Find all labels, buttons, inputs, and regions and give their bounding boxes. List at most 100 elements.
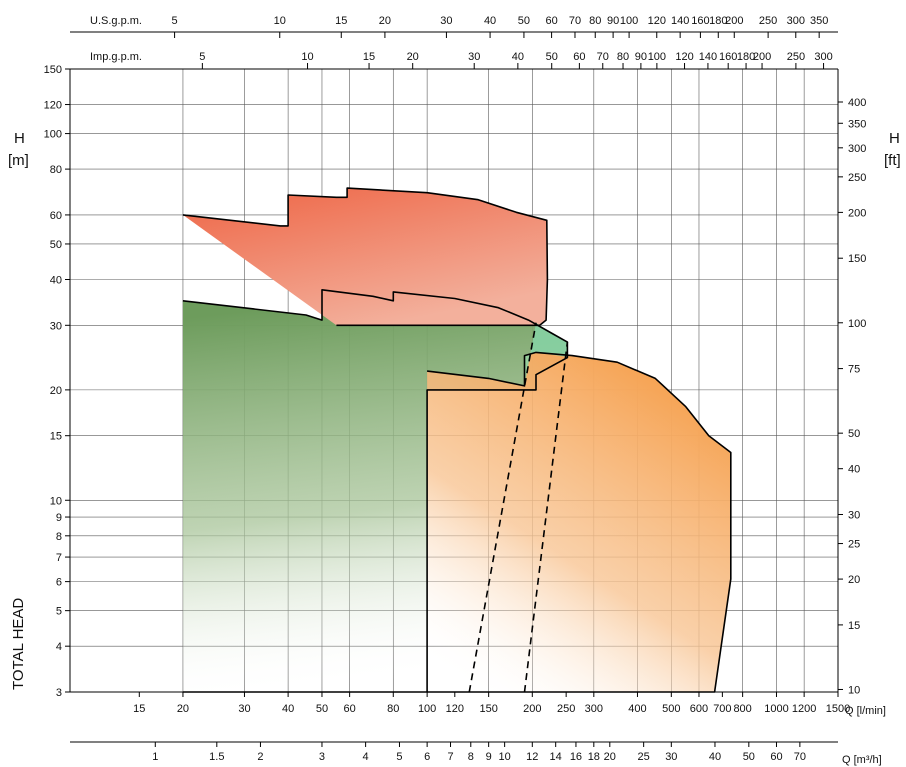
y-tick-label-m: 15 [50, 431, 62, 443]
x-tick-label-usgpm: 90 [607, 15, 619, 27]
x-tick-label-lmin: 500 [662, 703, 680, 715]
x-tick-label-lmin: 250 [557, 703, 575, 715]
y-tick-label-ft: 10 [848, 684, 860, 696]
x-tick-label-lmin: 30 [238, 703, 250, 715]
x-tick-label-m3h: 8 [468, 751, 474, 763]
y-tick-label-ft: 100 [848, 318, 866, 330]
performance-fields [182, 187, 732, 693]
y-right-unit-bracket: [ft] [884, 152, 901, 169]
x-tick-label-m3h: 50 [743, 751, 755, 763]
tick-labels: 3456789101520304050608010012015010152025… [44, 15, 867, 763]
x-tick-label-lmin: 1500 [826, 703, 850, 715]
x-tick-label-usgpm: 80 [589, 15, 601, 27]
y-tick-label-m: 20 [50, 385, 62, 397]
x-tick-label-usgpm: 15 [335, 15, 347, 27]
x-tick-label-impgpm: 20 [407, 51, 419, 63]
y-tick-label-m: 9 [56, 512, 62, 524]
x-tick-label-impgpm: 5 [199, 51, 205, 63]
dashed-limit-line [468, 322, 537, 693]
x-tick-label-usgpm: 60 [545, 15, 557, 27]
x-tick-label-impgpm: 10 [301, 51, 313, 63]
performance-outline-green [182, 289, 569, 693]
x-tick-label-usgpm: 20 [379, 15, 391, 27]
x-tick-label-impgpm: 250 [787, 51, 805, 63]
x-tick-label-m3h: 10 [499, 751, 511, 763]
x-tick-label-impgpm: 60 [573, 51, 585, 63]
x-tick-label-usgpm: 100 [620, 15, 638, 27]
x-tick-label-impgpm: 40 [512, 51, 524, 63]
x-tick-label-impgpm: 15 [363, 51, 375, 63]
x-tick-label-m3h: 1.5 [209, 751, 224, 763]
x-tick-label-usgpm: 350 [810, 15, 828, 27]
performance-area-overlap [524, 322, 568, 386]
x-tick-label-m3h: 20 [604, 751, 616, 763]
y-axis-title: TOTAL HEAD [10, 598, 27, 690]
x-tick-label-usgpm: 250 [759, 15, 777, 27]
x-tick-label-lmin: 80 [387, 703, 399, 715]
x-tick-label-m3h: 1 [152, 751, 158, 763]
x-tick-label-m3h: 40 [709, 751, 721, 763]
y-tick-label-ft: 20 [848, 574, 860, 586]
x-tick-label-impgpm: 180 [737, 51, 755, 63]
x-tick-label-impgpm: 80 [617, 51, 629, 63]
x-tick-label-usgpm: 5 [172, 15, 178, 27]
x-tick-label-lmin: 50 [316, 703, 328, 715]
y-tick-label-m: 10 [50, 495, 62, 507]
x-tick-label-impgpm: 300 [814, 51, 832, 63]
x-tick-label-lmin: 15 [133, 703, 145, 715]
x-tick-label-m3h: 3 [319, 751, 325, 763]
x-tick-label-m3h: 4 [363, 751, 369, 763]
y-tick-label-ft: 250 [848, 172, 866, 184]
y-tick-label-ft: 15 [848, 620, 860, 632]
x-tick-label-impgpm: 200 [753, 51, 771, 63]
y-tick-label-m: 4 [56, 641, 62, 653]
y-tick-label-m: 30 [50, 320, 62, 332]
y-tick-label-m: 100 [44, 129, 62, 141]
y-tick-label-ft: 400 [848, 97, 866, 109]
performance-area-green [182, 289, 568, 692]
x-tick-label-usgpm: 200 [725, 15, 743, 27]
x-tick-label-m3h: 70 [794, 751, 806, 763]
x-tick-label-m3h: 60 [770, 751, 782, 763]
x-tick-label-impgpm: 30 [468, 51, 480, 63]
y-left-unit: H [14, 130, 25, 147]
x-tick-label-lmin: 1200 [792, 703, 816, 715]
x-tick-label-lmin: 300 [585, 703, 603, 715]
y-tick-label-ft: 30 [848, 510, 860, 522]
x-tick-label-usgpm: 40 [484, 15, 496, 27]
y-tick-label-ft: 150 [848, 253, 866, 265]
x-tick-label-m3h: 16 [570, 751, 582, 763]
x-tick-label-lmin: 40 [282, 703, 294, 715]
x-tick-label-usgpm: 70 [569, 15, 581, 27]
x-axis-label-lmin: Q [l/min] [845, 705, 886, 717]
x-tick-label-m3h: 25 [638, 751, 650, 763]
x-tick-label-m3h: 14 [550, 751, 562, 763]
x-tick-label-m3h: 7 [447, 751, 453, 763]
x-tick-label-m3h: 5 [396, 751, 402, 763]
performance-outline-orange [427, 351, 732, 693]
y-tick-label-m: 120 [44, 100, 62, 112]
performance-area-orange [427, 352, 731, 692]
x-tick-label-lmin: 100 [418, 703, 436, 715]
x-tick-label-m3h: 30 [665, 751, 677, 763]
x-tick-label-lmin: 1000 [764, 703, 788, 715]
x-tick-label-usgpm: 180 [709, 15, 727, 27]
y-tick-label-ft: 350 [848, 118, 866, 130]
x-tick-label-m3h: 2 [257, 751, 263, 763]
x-tick-label-lmin: 60 [344, 703, 356, 715]
usgpm-axis-label: U.S.g.p.m. [90, 15, 142, 27]
x-tick-label-usgpm: 120 [648, 15, 666, 27]
y-right-unit: H [889, 130, 900, 147]
y-tick-label-m: 8 [56, 531, 62, 543]
x-tick-label-usgpm: 300 [787, 15, 805, 27]
x-tick-label-lmin: 700 [713, 703, 731, 715]
y-tick-label-m: 6 [56, 577, 62, 589]
y-tick-label-ft: 300 [848, 143, 866, 155]
x-tick-label-m3h: 18 [588, 751, 600, 763]
y-tick-label-m: 80 [50, 164, 62, 176]
performance-area-red [182, 188, 548, 326]
x-tick-label-lmin: 150 [479, 703, 497, 715]
x-tick-label-impgpm: 160 [719, 51, 737, 63]
x-tick-label-lmin: 120 [446, 703, 464, 715]
